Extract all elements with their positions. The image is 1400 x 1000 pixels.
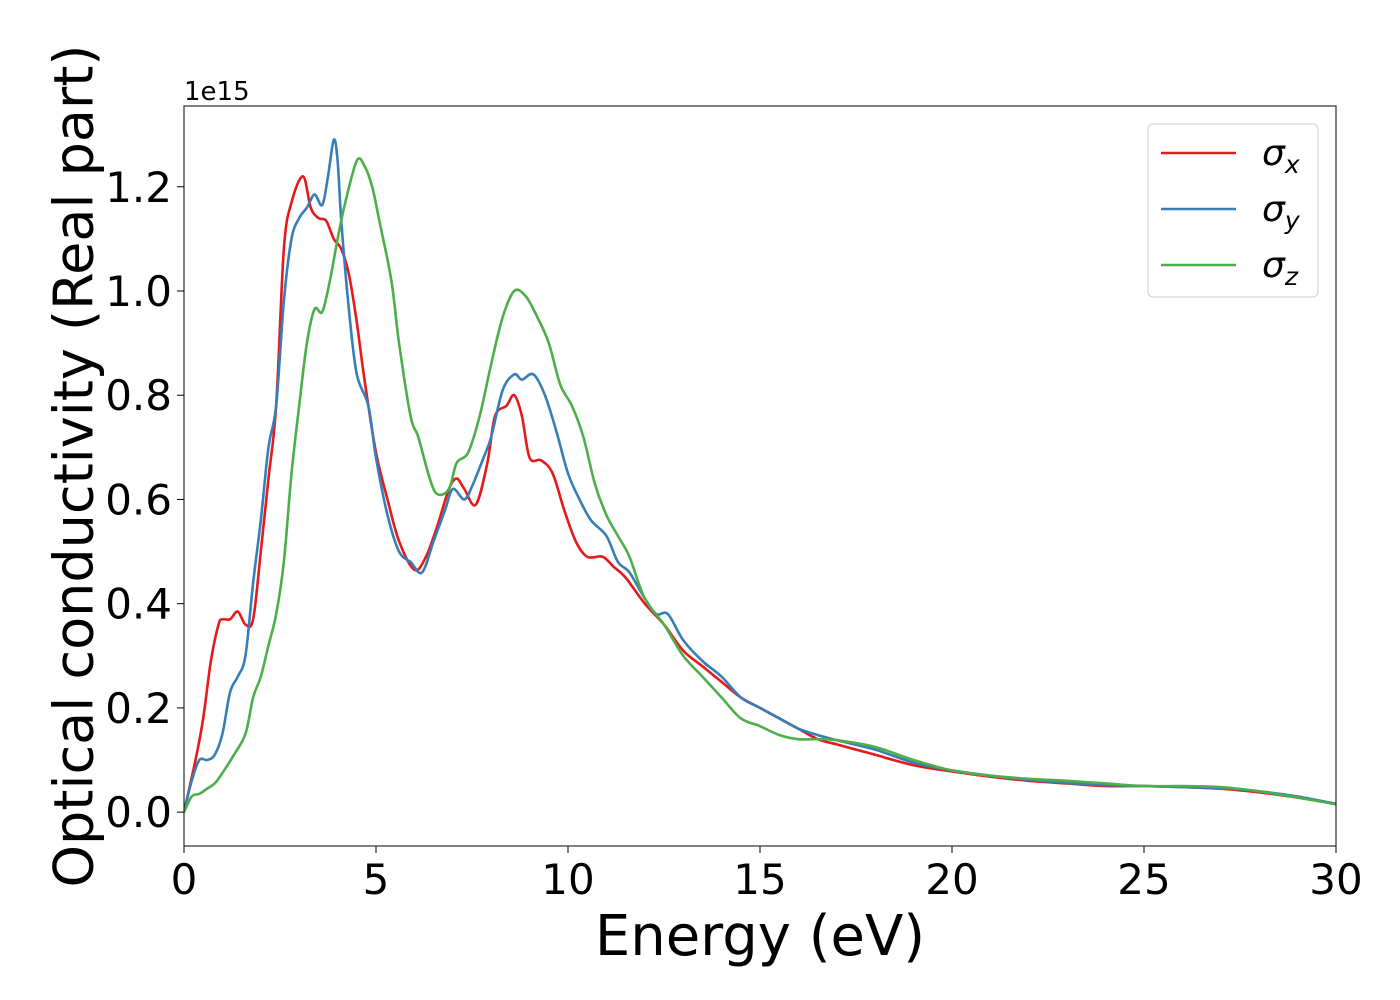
y-tick-label: 1.2 <box>105 163 172 212</box>
x-tick-label: 25 <box>1117 855 1170 904</box>
y-axis-label: Optical conductivity (Real part) <box>43 45 106 888</box>
legend-label-z: σz <box>1262 245 1299 291</box>
y-tick-label: 1.0 <box>105 267 172 316</box>
x-tick-label: 5 <box>363 855 390 904</box>
legend: σx σy σz <box>1147 123 1319 298</box>
y-tick-label: 0.4 <box>105 580 172 629</box>
legend-label-x: σx <box>1262 133 1300 179</box>
x-tick-label: 10 <box>541 855 594 904</box>
series-line-y <box>184 138 1336 813</box>
y-tick-label: 0.8 <box>105 371 172 420</box>
x-tick-label: 30 <box>1309 855 1362 904</box>
y-tick-label: 0.2 <box>105 684 172 733</box>
x-tick-label: 15 <box>733 855 786 904</box>
x-tick-label: 0 <box>171 855 198 904</box>
y-tick-label: 0.6 <box>105 475 172 524</box>
y-tick-label: 0.0 <box>105 788 172 837</box>
x-tick-label: 20 <box>925 855 978 904</box>
x-axis-label: Energy (eV) <box>595 904 925 969</box>
x-axis: 0 5 10 15 20 25 30 <box>171 846 1363 904</box>
series-layer <box>184 138 1336 813</box>
y-offset-text: 1e15 <box>184 77 250 107</box>
legend-box <box>1147 123 1319 298</box>
legend-label-y: σy <box>1262 189 1301 235</box>
y-axis: 0.0 0.2 0.4 0.6 0.8 1.0 1.2 <box>105 163 184 837</box>
series-line-z <box>184 157 1336 813</box>
